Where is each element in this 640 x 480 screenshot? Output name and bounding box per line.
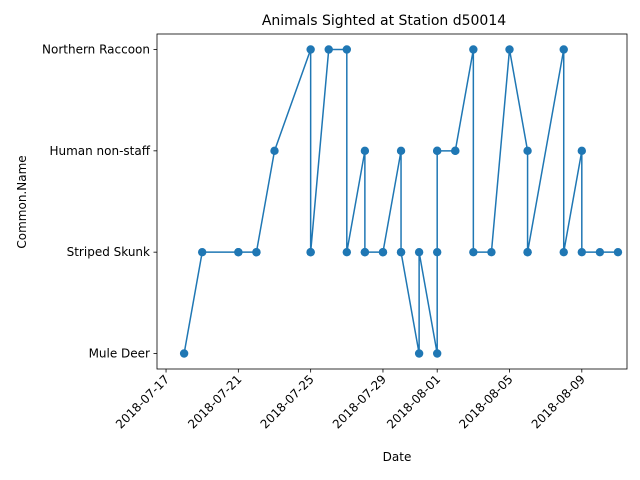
- data-point: [360, 247, 370, 257]
- series-line-0: [183, 48, 618, 355]
- x-tick-label: 2018-08-09: [529, 372, 588, 431]
- x-tick-label: 2018-07-25: [258, 372, 317, 431]
- chart-title: Animals Sighted at Station d50014: [262, 13, 506, 29]
- data-point: [523, 247, 532, 257]
- data-point: [414, 247, 424, 257]
- data-point: [577, 146, 587, 156]
- data-point: [197, 247, 207, 257]
- y-axis-title: Common.Name: [15, 155, 29, 248]
- x-axis-title: Date: [383, 450, 412, 464]
- data-point: [577, 247, 587, 257]
- data-point: [360, 146, 370, 156]
- y-tick-label: Northern Raccoon: [42, 43, 150, 57]
- data-point: [179, 349, 189, 358]
- data-point: [595, 247, 605, 257]
- data-point: [432, 247, 442, 257]
- data-point: [396, 146, 406, 156]
- x-tick-label: 2018-07-21: [185, 372, 244, 431]
- data-point: [252, 247, 261, 257]
- data-point: [432, 146, 442, 156]
- data-point: [559, 247, 568, 257]
- data-point: [342, 247, 352, 257]
- y-tick-label: Human non-staff: [49, 144, 150, 158]
- axes-frame: [156, 33, 628, 370]
- data-point: [396, 247, 406, 257]
- x-tick-label: 2018-07-17: [113, 372, 172, 431]
- data-point: [234, 247, 243, 257]
- data-point: [432, 349, 442, 358]
- y-tick-label: Mule Deer: [89, 347, 150, 361]
- data-point: [487, 247, 496, 257]
- data-point: [324, 45, 333, 54]
- data-point: [270, 146, 279, 156]
- x-tick-label: 2018-08-01: [384, 372, 443, 431]
- data-point: [523, 146, 532, 156]
- plot-area: Mule Deer Striped Skunk Human non-staff Nor…: [42, 33, 628, 431]
- data-point: [414, 349, 424, 358]
- data-point: [451, 146, 460, 156]
- data-point: [613, 247, 623, 257]
- data-point: [378, 247, 388, 257]
- x-tick-label: 2018-07-29: [330, 372, 389, 431]
- data-point: [559, 45, 568, 54]
- data-point: [342, 45, 352, 54]
- x-tick-label: 2018-08-05: [456, 372, 515, 431]
- data-point: [306, 247, 315, 257]
- data-point: [469, 45, 478, 54]
- y-tick-label: Striped Skunk: [67, 245, 150, 259]
- data-point: [505, 45, 514, 54]
- data-point: [469, 247, 478, 257]
- data-point: [306, 45, 315, 54]
